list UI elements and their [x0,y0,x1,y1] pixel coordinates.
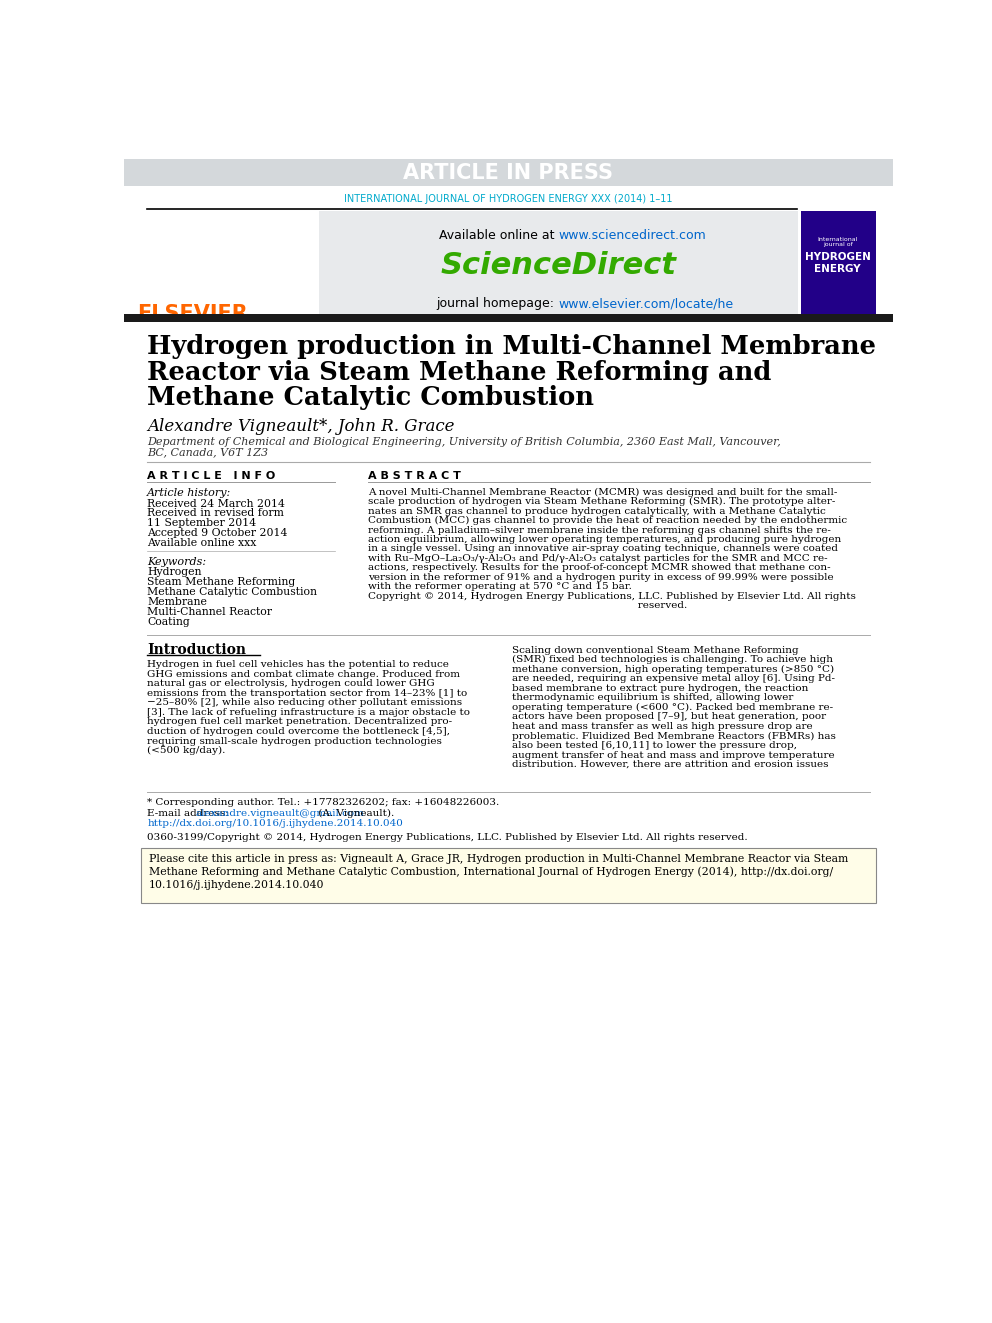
Text: (SMR) fixed bed technologies is challenging. To achieve high: (SMR) fixed bed technologies is challeng… [512,655,832,664]
Text: nates an SMR gas channel to produce hydrogen catalytically, with a Methane Catal: nates an SMR gas channel to produce hydr… [368,507,826,516]
Text: Keywords:: Keywords: [147,557,206,568]
Text: * Corresponding author. Tel.: +17782326202; fax: +16048226003.: * Corresponding author. Tel.: +177823262… [147,798,500,807]
Text: based membrane to extract pure hydrogen, the reaction: based membrane to extract pure hydrogen,… [512,684,807,693]
Text: actions, respectively. Results for the proof-of-concept MCMR showed that methane: actions, respectively. Results for the p… [368,564,830,573]
Text: hydrogen fuel cell market penetration. Decentralized pro-: hydrogen fuel cell market penetration. D… [147,717,452,726]
Text: scale production of hydrogen via Steam Methane Reforming (SMR). The prototype al: scale production of hydrogen via Steam M… [368,497,835,507]
Text: Coating: Coating [147,618,190,627]
Text: Please cite this article in press as: Vigneault A, Grace JR, Hydrogen production: Please cite this article in press as: Vi… [149,853,848,864]
Text: HYDROGEN
ENERGY: HYDROGEN ENERGY [805,251,871,274]
Text: Reactor via Steam Methane Reforming and: Reactor via Steam Methane Reforming and [147,360,772,385]
Text: operating temperature (<600 °C). Packed bed membrane re-: operating temperature (<600 °C). Packed … [512,703,832,712]
Text: E-mail address:: E-mail address: [147,808,232,818]
Text: are needed, requiring an expensive metal alloy [6]. Using Pd-: are needed, requiring an expensive metal… [512,675,834,683]
Text: Hydrogen in fuel cell vehicles has the potential to reduce: Hydrogen in fuel cell vehicles has the p… [147,660,449,669]
Text: BC, Canada, V6T 1Z3: BC, Canada, V6T 1Z3 [147,447,269,458]
Text: requiring small-scale hydrogen production technologies: requiring small-scale hydrogen productio… [147,737,442,746]
Bar [319,212,799,315]
Text: version in the reformer of 91% and a hydrogen purity in excess of 99.99% were po: version in the reformer of 91% and a hyd… [368,573,833,582]
Text: in a single vessel. Using an innovative air-spray coating technique, channels we: in a single vessel. Using an innovative … [368,545,838,553]
Text: methane conversion, high operating temperatures (>850 °C): methane conversion, high operating tempe… [512,664,833,673]
Text: Available online at: Available online at [439,229,558,242]
Text: Article history:: Article history: [147,488,231,497]
Text: A novel Multi-Channel Membrane Reactor (MCMR) was designed and built for the sma: A novel Multi-Channel Membrane Reactor (… [368,488,837,496]
Text: augment transfer of heat and mass and improve temperature: augment transfer of heat and mass and im… [512,750,834,759]
Text: Received 24 March 2014: Received 24 March 2014 [147,499,285,509]
Text: 10.1016/j.ijhydene.2014.10.040: 10.1016/j.ijhydene.2014.10.040 [149,880,324,890]
Text: www.sciencedirect.com: www.sciencedirect.com [558,229,706,242]
Text: Introduction: Introduction [147,643,246,658]
Text: 0360-3199/Copyright © 2014, Hydrogen Energy Publications, LLC. Published by Else: 0360-3199/Copyright © 2014, Hydrogen Ene… [147,833,748,843]
Text: duction of hydrogen could overcome the bottleneck [4,5],: duction of hydrogen could overcome the b… [147,726,450,736]
Text: Available online xxx: Available online xxx [147,538,257,548]
Bar [124,314,893,321]
Text: ELSEVIER: ELSEVIER [137,304,248,324]
Text: reforming. A palladium–silver membrane inside the reforming gas channel shifts t: reforming. A palladium–silver membrane i… [368,525,831,534]
Bar [124,159,893,187]
Text: (<500 kg/day).: (<500 kg/day). [147,746,225,755]
Text: A B S T R A C T: A B S T R A C T [368,471,461,482]
Text: ARTICLE IN PRESS: ARTICLE IN PRESS [404,163,613,183]
Text: −25–80% [2], while also reducing other pollutant emissions: −25–80% [2], while also reducing other p… [147,699,462,708]
Text: distribution. However, there are attrition and erosion issues: distribution. However, there are attriti… [512,761,828,769]
Text: Steam Methane Reforming: Steam Methane Reforming [147,577,296,587]
Bar [141,848,876,904]
Text: http://dx.doi.org/10.1016/j.ijhydene.2014.10.040: http://dx.doi.org/10.1016/j.ijhydene.201… [147,819,403,828]
Text: Alexandre Vigneault*, John R. Grace: Alexandre Vigneault*, John R. Grace [147,418,454,435]
Text: natural gas or electrolysis, hydrogen could lower GHG: natural gas or electrolysis, hydrogen co… [147,679,435,688]
Text: Methane Catalytic Combustion: Methane Catalytic Combustion [147,385,594,410]
Text: GHG emissions and combat climate change. Produced from: GHG emissions and combat climate change.… [147,669,460,679]
Text: Methane Reforming and Methane Catalytic Combustion, International Journal of Hyd: Methane Reforming and Methane Catalytic … [149,867,833,877]
Text: with Ru–MgO–La₂O₃/γ-Al₂O₃ and Pd/γ-Al₂O₃ catalyst particles for the SMR and MCC : with Ru–MgO–La₂O₃/γ-Al₂O₃ and Pd/γ-Al₂O₃… [368,554,827,564]
Text: action equilibrium, allowing lower operating temperatures, and producing pure hy: action equilibrium, allowing lower opera… [368,534,841,544]
Text: journal homepage:: journal homepage: [436,298,558,310]
Text: alexandre.vigneault@gmail.com: alexandre.vigneault@gmail.com [195,808,364,818]
Text: actors have been proposed [7–9], but heat generation, poor: actors have been proposed [7–9], but hea… [512,712,825,721]
Text: www.elsevier.com/locate/he: www.elsevier.com/locate/he [558,298,734,310]
Text: reserved.: reserved. [368,602,687,610]
Text: heat and mass transfer as well as high pressure drop are: heat and mass transfer as well as high p… [512,722,812,730]
Text: with the reformer operating at 570 °C and 15 bar.: with the reformer operating at 570 °C an… [368,582,632,591]
Text: Received in revised form: Received in revised form [147,508,284,519]
Text: Membrane: Membrane [147,597,207,607]
Text: also been tested [6,10,11] to lower the pressure drop,: also been tested [6,10,11] to lower the … [512,741,797,750]
Text: 11 September 2014: 11 September 2014 [147,519,256,528]
Text: ScienceDirect: ScienceDirect [440,250,677,279]
Bar [801,212,876,315]
Text: Copyright © 2014, Hydrogen Energy Publications, LLC. Published by Elsevier Ltd. : Copyright © 2014, Hydrogen Energy Public… [368,591,856,601]
Text: International
journal of: International journal of [817,237,858,247]
Text: thermodynamic equilibrium is shifted, allowing lower: thermodynamic equilibrium is shifted, al… [512,693,793,703]
Text: Multi-Channel Reactor: Multi-Channel Reactor [147,607,272,618]
Text: emissions from the transportation sector from 14–23% [1] to: emissions from the transportation sector… [147,689,467,697]
Text: Methane Catalytic Combustion: Methane Catalytic Combustion [147,587,317,597]
Text: Hydrogen: Hydrogen [147,568,201,577]
Text: [3]. The lack of refueling infrastructure is a major obstacle to: [3]. The lack of refueling infrastructur… [147,708,470,717]
Text: Hydrogen production in Multi-Channel Membrane: Hydrogen production in Multi-Channel Mem… [147,335,876,359]
Text: Combustion (MCC) gas channel to provide the heat of reaction needed by the endot: Combustion (MCC) gas channel to provide … [368,516,847,525]
Text: Scaling down conventional Steam Methane Reforming: Scaling down conventional Steam Methane … [512,646,799,655]
Text: (A. Vigneault).: (A. Vigneault). [315,808,395,818]
Text: Department of Chemical and Biological Engineering, University of British Columbi: Department of Chemical and Biological En… [147,437,781,447]
Text: Accepted 9 October 2014: Accepted 9 October 2014 [147,528,288,538]
Text: A R T I C L E   I N F O: A R T I C L E I N F O [147,471,276,482]
Text: INTERNATIONAL JOURNAL OF HYDROGEN ENERGY XXX (2014) 1–11: INTERNATIONAL JOURNAL OF HYDROGEN ENERGY… [344,193,673,204]
Text: problematic. Fluidized Bed Membrane Reactors (FBMRs) has: problematic. Fluidized Bed Membrane Reac… [512,732,835,741]
